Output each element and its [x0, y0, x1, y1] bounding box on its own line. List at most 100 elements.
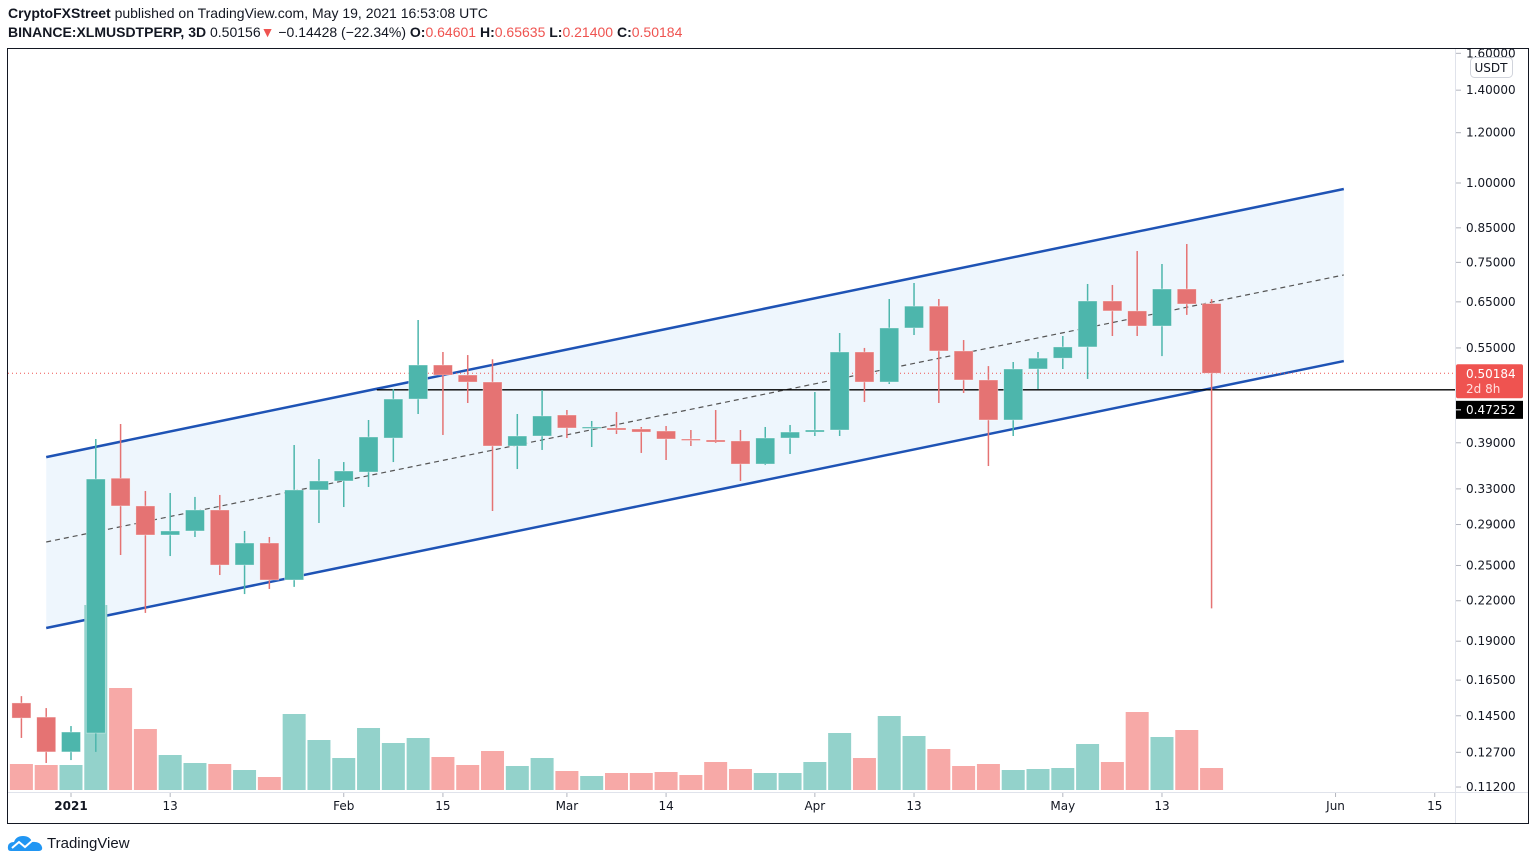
candle[interactable]	[160, 493, 181, 557]
candle[interactable]	[581, 420, 602, 447]
price-tick-label: 1.00000	[1466, 176, 1516, 190]
last-value: 0.50156	[210, 24, 261, 40]
candle[interactable]	[755, 426, 776, 466]
candle[interactable]	[1152, 263, 1172, 357]
candle[interactable]	[383, 388, 404, 463]
candle[interactable]	[1028, 351, 1048, 389]
candle[interactable]	[457, 355, 478, 404]
candle[interactable]	[85, 438, 106, 752]
parallel-channel[interactable]	[45, 187, 1345, 630]
candle[interactable]	[1176, 244, 1197, 315]
author-name[interactable]: CryptoFXStreet	[8, 5, 111, 21]
candle[interactable]	[482, 359, 503, 511]
candle-body	[11, 702, 32, 719]
candle[interactable]	[978, 366, 999, 467]
candle[interactable]	[1127, 251, 1148, 337]
currency-badge[interactable]	[1470, 57, 1513, 78]
volume-bars	[9, 605, 1224, 790]
candle[interactable]	[333, 462, 354, 508]
candle[interactable]	[1077, 283, 1098, 379]
high-label: H:	[479, 24, 495, 40]
symbol-name[interactable]: BINANCE:XLMUSDTPERP, 3D	[8, 24, 207, 40]
candle[interactable]	[705, 410, 726, 444]
time-tick-label: 15	[1427, 799, 1442, 813]
channel-upper-line[interactable]	[45, 187, 1345, 459]
volume-bar	[1026, 769, 1050, 790]
candle-body	[656, 430, 676, 440]
time-axis[interactable]: 2021 13 Feb 15 Mar 14 Apr 13 May 13 Jun 15	[54, 793, 1442, 813]
candle[interactable]	[730, 430, 751, 481]
candle-body	[284, 489, 305, 581]
candle[interactable]	[1003, 361, 1024, 437]
candle[interactable]	[36, 708, 57, 763]
candle[interactable]	[953, 340, 974, 394]
candle[interactable]	[1102, 284, 1123, 337]
volume-bar	[307, 740, 331, 790]
volume-bar	[505, 766, 529, 790]
candle[interactable]	[185, 496, 205, 537]
volume-bar	[629, 773, 653, 790]
candle[interactable]	[234, 530, 255, 595]
volume-bar	[852, 758, 876, 790]
candle-body	[259, 542, 280, 581]
candle[interactable]	[780, 424, 800, 454]
price-axis[interactable]: 1.60000 1.40000 1.20000 1.00000 0.85000 0.750…	[1456, 46, 1516, 794]
candle[interactable]	[209, 494, 230, 576]
candle[interactable]	[284, 444, 305, 587]
time-tick-label: Mar	[556, 799, 579, 813]
bar-countdown-label: 2d 8h	[1466, 382, 1500, 396]
volume-bar	[34, 765, 58, 790]
candle[interactable]	[829, 333, 850, 437]
candle[interactable]	[110, 423, 131, 555]
candle[interactable]	[135, 490, 156, 613]
volume-bar	[1100, 762, 1124, 790]
candle[interactable]	[358, 419, 379, 487]
candle[interactable]	[433, 351, 453, 435]
candle[interactable]	[259, 536, 280, 589]
candle[interactable]	[11, 696, 32, 738]
candle-body	[61, 731, 81, 753]
volume-bar	[233, 770, 257, 790]
volume-bar	[431, 757, 455, 790]
price-tick-label: 0.25000	[1466, 558, 1516, 572]
candle[interactable]	[1201, 299, 1222, 609]
volume-bar	[1200, 768, 1224, 790]
volume-bar	[332, 758, 356, 790]
price-tick-label: 0.14500	[1466, 709, 1516, 723]
volume-bar	[952, 766, 976, 790]
volume-bar	[604, 773, 628, 790]
candle[interactable]	[879, 298, 900, 385]
chart-border	[7, 48, 1529, 824]
volume-bar	[282, 714, 306, 790]
candle-body	[36, 716, 57, 753]
candle-body	[333, 470, 354, 482]
candle[interactable]	[1052, 336, 1073, 369]
candle-body	[904, 305, 924, 329]
candle[interactable]	[631, 426, 652, 453]
price-tick-label: 0.75000	[1466, 255, 1516, 269]
price-tick-label: 0.33000	[1466, 482, 1516, 496]
channel-midline[interactable]	[46, 274, 1344, 543]
candle[interactable]	[507, 413, 528, 470]
candle[interactable]	[656, 425, 676, 461]
high-value: 0.65635	[494, 24, 546, 40]
candle[interactable]	[681, 430, 701, 446]
candle[interactable]	[804, 392, 825, 437]
candle[interactable]	[606, 412, 627, 435]
volume-bar	[778, 773, 802, 790]
candle[interactable]	[61, 726, 81, 761]
candle[interactable]	[854, 347, 875, 403]
candle[interactable]	[557, 410, 577, 439]
candle[interactable]	[408, 320, 428, 414]
open-label: O:	[409, 24, 426, 40]
channel-lower-line[interactable]	[45, 359, 1345, 630]
candle[interactable]	[532, 390, 552, 450]
candle[interactable]	[309, 459, 329, 524]
candle[interactable]	[904, 282, 924, 336]
candle-body	[457, 374, 478, 383]
volume-bar	[109, 688, 133, 790]
tradingview-brand[interactable]: TradingView	[47, 834, 130, 852]
volume-bar	[481, 751, 505, 790]
candle[interactable]	[928, 298, 949, 404]
